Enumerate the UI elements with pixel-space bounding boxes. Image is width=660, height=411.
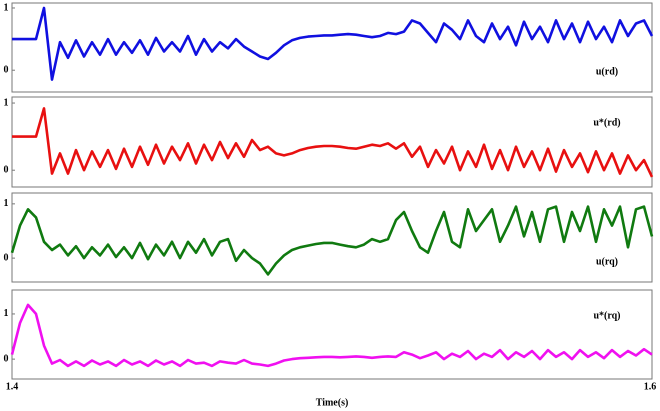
y-tick-label: 0 [4, 252, 9, 263]
legend-label: u*(rd) [593, 117, 620, 128]
x-axis-label: Time(s) [316, 397, 349, 408]
panel-frame [11, 2, 653, 93]
legend-label: u(rd) [596, 66, 618, 77]
panel-frame [11, 289, 653, 380]
panel-frame [11, 96, 653, 188]
x-tick-label: 1.4 [6, 381, 19, 392]
y-tick-label: 0 [4, 353, 9, 364]
y-tick-label: 0 [4, 165, 9, 176]
y-tick-label: 0 [4, 65, 9, 76]
signal-line [12, 6, 654, 81]
legend-label: u(rq) [596, 256, 618, 267]
x-tick-label: 1.6 [644, 381, 657, 392]
panel-frame [11, 192, 653, 283]
signal-line [12, 107, 654, 178]
y-tick-label: 1 [4, 97, 9, 108]
signal-line [10, 303, 653, 368]
legend-label: u*(rq) [593, 310, 620, 321]
y-tick-label: 1 [4, 2, 9, 13]
signal-line [10, 205, 654, 276]
y-tick-label: 1 [4, 198, 9, 209]
y-tick-label: 1 [4, 308, 9, 319]
